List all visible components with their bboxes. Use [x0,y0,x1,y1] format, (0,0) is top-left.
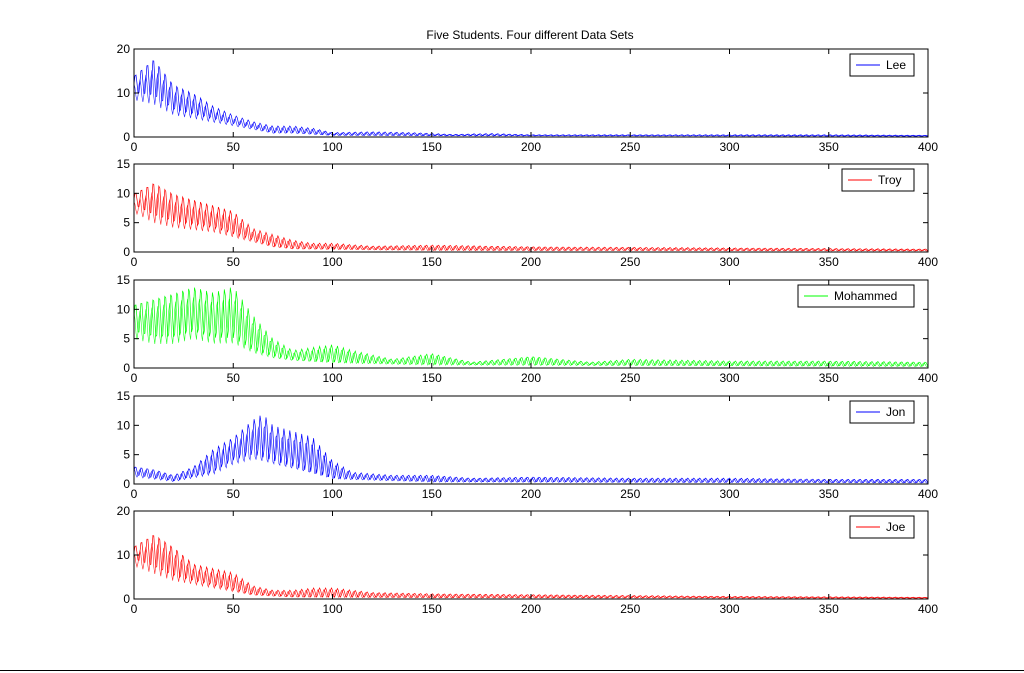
chart-title: Five Students. Four different Data Sets [426,28,633,42]
legend-label: Joe [886,520,906,534]
series-line-troy [133,183,929,252]
x-tick-label: 400 [918,140,938,154]
series-line-jon [133,415,929,484]
x-tick-label: 50 [227,602,241,616]
x-tick-label: 250 [620,371,640,385]
axes-box [133,395,929,485]
x-tick-label: 300 [719,371,739,385]
x-tick-label: 400 [918,487,938,501]
x-tick-label: 400 [918,371,938,385]
legend-joe: Joe [849,515,915,539]
x-tick-label: 300 [719,255,739,269]
y-tick-label: 0 [123,245,130,259]
y-tick-label: 10 [117,186,131,200]
y-tick-label: 15 [117,157,131,171]
legend-box [849,53,915,77]
y-tick-label: 10 [117,86,131,100]
y-tick-label: 15 [117,389,131,403]
x-tick-label: 0 [131,602,138,616]
series-line-jon-2 [133,425,929,484]
x-tick-label: 150 [422,255,442,269]
subplot-mohammed: 0 50 100 150 200 250 300 350 400 0 5 10 15 Mohammed [117,273,939,385]
x-tick-label: 0 [131,371,138,385]
x-tick-label: 150 [422,602,442,616]
x-tick-label: 0 [131,255,138,269]
x-tick-label: 400 [918,255,938,269]
series-line-mohammed-2 [133,297,929,368]
bottom-rule [0,670,1024,671]
x-tick-label: 50 [227,140,241,154]
y-tick-label: 20 [117,504,131,518]
x-tick-label: 150 [422,371,442,385]
x-tick-label: 200 [521,140,541,154]
y-tick-label: 10 [117,302,131,316]
x-tick-label: 250 [620,487,640,501]
y-tick-label: 5 [123,448,130,462]
x-tick-label: 350 [819,371,839,385]
subplot-troy: 0 50 100 150 200 250 300 350 400 0 5 10 15 Troy [117,157,939,269]
legend-box [797,284,915,308]
x-tick-label: 350 [819,602,839,616]
x-tick-label: 300 [719,602,739,616]
x-tick-label: 250 [620,140,640,154]
axes-box [133,510,929,600]
y-tick-label: 0 [123,477,130,491]
series-line-lee [133,60,929,137]
axes-box [133,163,929,253]
y-tick-label: 0 [123,361,130,375]
subplot-joe: 0 50 100 150 200 250 300 350 400 0 10 20 Joe [117,504,939,616]
subplot-lee: 0 50 100 150 200 250 300 350 400 0 10 20 Lee [117,42,939,154]
series-line-troy-2 [133,192,929,252]
x-tick-label: 0 [131,140,138,154]
y-tick-label: 5 [123,332,130,346]
x-tick-label: 50 [227,255,241,269]
x-tick-label: 200 [521,487,541,501]
x-tick-label: 300 [719,487,739,501]
x-tick-label: 100 [322,140,342,154]
x-tick-label: 200 [521,602,541,616]
legend-box [849,400,915,424]
y-tick-label: 0 [123,592,130,606]
legend-label: Mohammed [834,289,897,303]
legend-troy: Troy [841,168,915,192]
legend-label: Lee [886,58,906,72]
series-line-lee-2 [133,70,929,137]
y-tick-label: 15 [117,273,131,287]
legend-jon: Jon [849,400,915,424]
y-tick-label: 20 [117,42,131,56]
x-tick-label: 250 [620,602,640,616]
x-tick-label: 0 [131,487,138,501]
subplot-jon: 0 50 100 150 200 250 300 350 400 0 5 10 15 Jon [117,389,939,501]
x-tick-label: 250 [620,255,640,269]
x-tick-label: 350 [819,487,839,501]
legend-label: Jon [886,405,905,419]
x-tick-label: 50 [227,371,241,385]
x-tick-label: 200 [521,371,541,385]
x-tick-label: 100 [322,487,342,501]
x-tick-label: 350 [819,255,839,269]
x-tick-label: 350 [819,140,839,154]
x-tick-label: 150 [422,140,442,154]
x-tick-label: 400 [918,602,938,616]
legend-box [849,515,915,539]
x-tick-label: 100 [322,602,342,616]
legend-label: Troy [878,173,902,187]
y-tick-label: 0 [123,130,130,144]
legend-box [841,168,915,192]
x-tick-label: 300 [719,140,739,154]
y-tick-label: 10 [117,418,131,432]
x-tick-label: 150 [422,487,442,501]
y-tick-label: 10 [117,548,131,562]
x-tick-label: 100 [322,371,342,385]
x-tick-label: 100 [322,255,342,269]
legend-mohammed: Mohammed [797,284,915,308]
x-tick-label: 200 [521,255,541,269]
x-tick-label: 50 [227,487,241,501]
legend-lee: Lee [849,53,915,77]
y-tick-label: 5 [123,216,130,230]
